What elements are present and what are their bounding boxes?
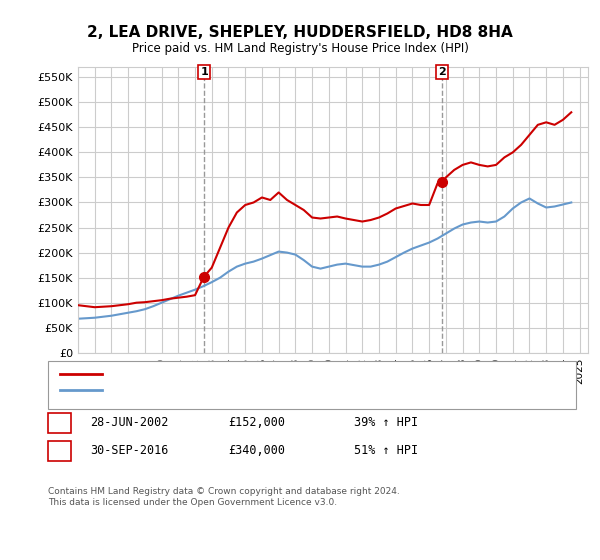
Text: 51% ↑ HPI: 51% ↑ HPI [354, 444, 418, 458]
Text: 2: 2 [438, 67, 446, 77]
Text: 39% ↑ HPI: 39% ↑ HPI [354, 416, 418, 430]
Text: HPI: Average price, detached house, Kirklees: HPI: Average price, detached house, Kirk… [108, 385, 343, 395]
Text: 1: 1 [55, 416, 64, 430]
Text: 30-SEP-2016: 30-SEP-2016 [90, 444, 169, 458]
Text: 2, LEA DRIVE, SHEPLEY, HUDDERSFIELD, HD8 8HA (detached house): 2, LEA DRIVE, SHEPLEY, HUDDERSFIELD, HD8… [108, 368, 464, 379]
Text: Contains HM Land Registry data © Crown copyright and database right 2024.
This d: Contains HM Land Registry data © Crown c… [48, 487, 400, 507]
Text: 2: 2 [55, 444, 64, 458]
Text: £340,000: £340,000 [228, 444, 285, 458]
Text: 2, LEA DRIVE, SHEPLEY, HUDDERSFIELD, HD8 8HA: 2, LEA DRIVE, SHEPLEY, HUDDERSFIELD, HD8… [87, 25, 513, 40]
Text: Price paid vs. HM Land Registry's House Price Index (HPI): Price paid vs. HM Land Registry's House … [131, 42, 469, 55]
Text: 1: 1 [200, 67, 208, 77]
Text: 28-JUN-2002: 28-JUN-2002 [90, 416, 169, 430]
Text: £152,000: £152,000 [228, 416, 285, 430]
